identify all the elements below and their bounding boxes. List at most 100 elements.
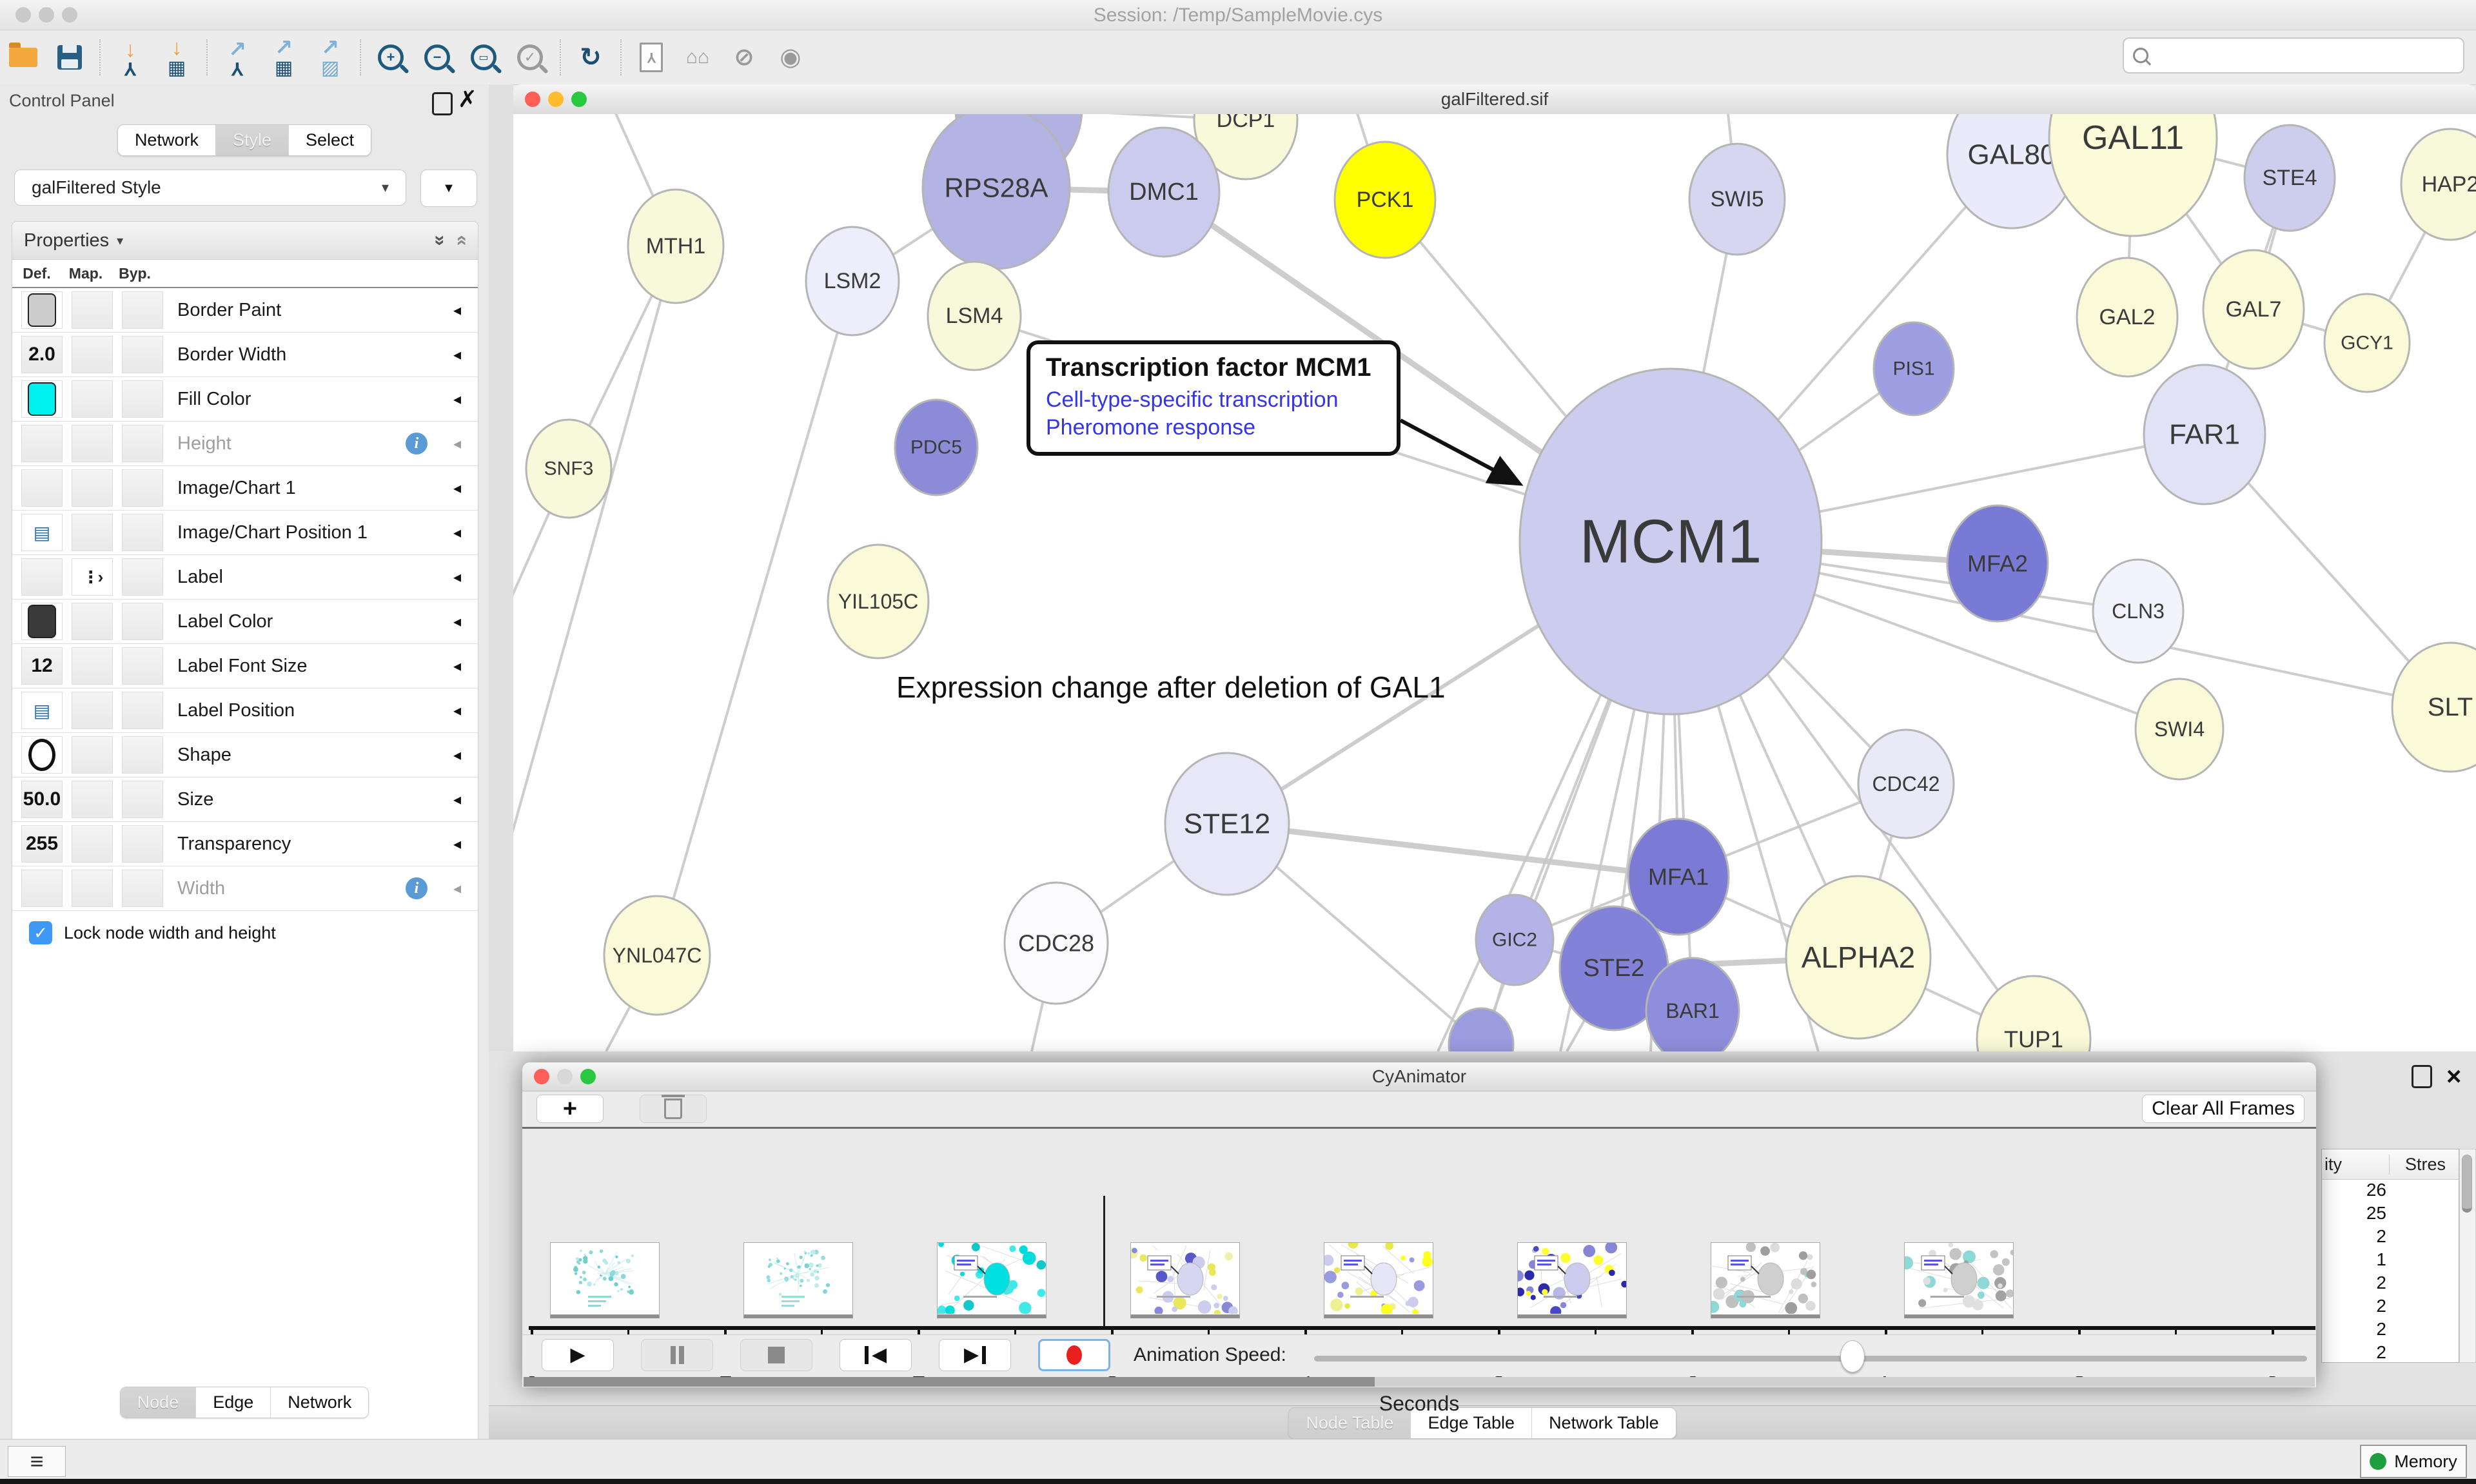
mapping-cell[interactable]	[72, 870, 113, 907]
bypass-cell[interactable]	[122, 514, 163, 551]
expand-row-icon[interactable]: ◂	[453, 879, 461, 897]
cyanimator-titlebar[interactable]: CyAnimator	[522, 1062, 2316, 1091]
expand-row-icon[interactable]: ◂	[453, 568, 461, 586]
refresh-layout-icon[interactable]: ↻	[580, 43, 602, 72]
network-node-GAL2[interactable]: GAL2	[2076, 257, 2179, 378]
network-node-GIC2[interactable]: GIC2	[1475, 893, 1555, 986]
export-image-icon[interactable]: ↗ ▨	[320, 35, 340, 79]
minimize-window-button[interactable]	[548, 92, 564, 107]
import-table-icon[interactable]: ↓ ▦	[167, 35, 186, 79]
table-cell-value[interactable]: 2	[2376, 1273, 2386, 1293]
network-canvas[interactable]: Transcription factor MCM1 Cell-type-spec…	[513, 114, 2476, 1051]
close-window-button[interactable]	[534, 1069, 549, 1084]
tab-network[interactable]: Network	[117, 125, 216, 155]
info-icon[interactable]: i	[406, 877, 427, 899]
zoom-out-icon[interactable]: −	[414, 35, 460, 80]
new-network-from-selection-icon[interactable]: Y	[628, 35, 674, 80]
memory-button[interactable]: Memory	[2360, 1445, 2467, 1478]
zoom-in-icon[interactable]: +	[368, 35, 414, 80]
table-cell-value[interactable]: 26	[2366, 1180, 2386, 1200]
bypass-cell[interactable]	[122, 736, 163, 774]
default-value-cell[interactable]: 255	[21, 825, 63, 863]
default-value-cell[interactable]	[21, 469, 63, 507]
close-panel-icon[interactable]: ✗	[457, 86, 477, 112]
bypass-cell[interactable]	[122, 380, 163, 418]
network-node-FAR1[interactable]: FAR1	[2143, 364, 2266, 505]
style-selector[interactable]: galFiltered Style ▾	[14, 170, 406, 206]
network-node-YIL105C[interactable]: YIL105C	[827, 543, 930, 659]
tab-select[interactable]: Select	[289, 125, 371, 155]
zoom-selected-icon[interactable]: ✓	[507, 35, 553, 80]
property-row-transparency[interactable]: 255 Transparency ◂	[12, 822, 478, 866]
default-value-cell[interactable]: 2.0	[21, 336, 63, 373]
zoom-window-button[interactable]	[571, 92, 587, 107]
default-value-cell[interactable]: ▤	[21, 692, 63, 729]
export-network-icon[interactable]: ↗ Y	[228, 37, 247, 79]
network-node-botp[interactable]	[1448, 1007, 1515, 1051]
property-row-border-width[interactable]: 2.0 Border Width ◂	[12, 333, 478, 377]
annotation-link[interactable]: Cell-type-specific transcription	[1046, 387, 1339, 412]
expand-row-icon[interactable]: ◂	[453, 746, 461, 764]
default-value-cell[interactable]	[21, 870, 63, 907]
zoom-fit-icon[interactable]: ▭	[460, 35, 507, 80]
tab-node-style[interactable]: Node	[120, 1387, 197, 1418]
network-node-ALPHA2[interactable]: ALPHA2	[1785, 875, 1932, 1040]
bypass-cell[interactable]	[122, 469, 163, 507]
hide-selection-icon[interactable]: ⊘	[734, 44, 754, 71]
mapping-cell[interactable]	[72, 425, 113, 462]
minimize-window-button[interactable]	[557, 1069, 573, 1084]
network-node-MFA1[interactable]: MFA1	[1627, 817, 1730, 936]
skip-forward-button[interactable]: ▶	[939, 1339, 1011, 1371]
column-header[interactable]: Stres	[2389, 1154, 2459, 1175]
network-node-PIS1[interactable]: PIS1	[1872, 321, 1955, 416]
expand-row-icon[interactable]: ◂	[453, 612, 461, 630]
tab-network-style[interactable]: Network	[271, 1387, 369, 1418]
frame-thumbnail-0[interactable]	[550, 1242, 660, 1318]
table-cell-value[interactable]: 2	[2376, 1319, 2386, 1339]
expand-row-icon[interactable]: ◂	[453, 390, 461, 408]
expand-row-icon[interactable]: ◂	[453, 301, 461, 319]
network-node-SLT[interactable]: SLT	[2391, 641, 2476, 773]
bypass-cell[interactable]	[122, 425, 163, 462]
table-cell-value[interactable]: 2	[2376, 1342, 2386, 1362]
mapping-cell[interactable]	[72, 825, 113, 863]
network-node-CLN3[interactable]: CLN3	[2092, 558, 2185, 664]
tab-network-table[interactable]: Network Table	[1532, 1407, 1676, 1438]
bypass-cell[interactable]	[122, 558, 163, 596]
property-row-image-chart-position-1[interactable]: ▤ Image/Chart Position 1 ◂	[12, 511, 478, 555]
network-node-RPS28A[interactable]: RPS28A	[921, 114, 1071, 270]
close-window-button[interactable]	[525, 92, 540, 107]
network-node-DMC1[interactable]: DMC1	[1107, 126, 1221, 258]
timeline-playhead[interactable]	[1103, 1196, 1105, 1326]
save-session-icon[interactable]	[46, 35, 93, 80]
default-value-cell[interactable]	[21, 425, 63, 462]
network-node-DCP1[interactable]: DCP1	[1193, 114, 1299, 181]
network-node-GAL11[interactable]: GAL11	[2048, 114, 2218, 237]
zoom-window-button[interactable]	[62, 7, 77, 23]
network-node-GAL7[interactable]: GAL7	[2202, 249, 2305, 370]
mapping-cell[interactable]	[72, 469, 113, 507]
default-value-cell[interactable]	[21, 291, 63, 329]
expand-all-icon[interactable]: »	[429, 235, 451, 246]
animation-speed-thumb[interactable]	[1840, 1340, 1865, 1372]
network-node-STE4[interactable]: STE4	[2243, 124, 2336, 232]
table-cell-value[interactable]: 25	[2366, 1203, 2386, 1223]
frame-thumbnail-7[interactable]	[1900, 1242, 2016, 1318]
lock-size-checkbox[interactable]: ✓	[29, 921, 52, 944]
default-value-cell[interactable]	[21, 380, 63, 418]
property-row-fill-color[interactable]: Fill Color ◂	[12, 377, 478, 422]
expand-row-icon[interactable]: ◂	[453, 523, 461, 542]
mapping-cell[interactable]	[72, 336, 113, 373]
bypass-cell[interactable]	[122, 781, 163, 818]
play-button[interactable]: ▶	[542, 1339, 614, 1371]
network-node-LSM4[interactable]: LSM4	[927, 260, 1022, 371]
clear-all-frames-button[interactable]: Clear All Frames	[2142, 1095, 2304, 1123]
frame-thumbnail-6[interactable]	[1707, 1242, 1820, 1318]
property-row-shape[interactable]: Shape ◂	[12, 733, 478, 777]
network-window-titlebar[interactable]: galFiltered.sif	[513, 84, 2476, 115]
property-row-label-color[interactable]: Label Color ◂	[12, 600, 478, 644]
default-value-cell[interactable]: 12	[21, 647, 63, 685]
network-node-STE12[interactable]: STE12	[1164, 752, 1290, 896]
network-node-CDC28[interactable]: CDC28	[1003, 881, 1109, 1005]
table-scrollbar[interactable]	[2459, 1149, 2476, 1363]
